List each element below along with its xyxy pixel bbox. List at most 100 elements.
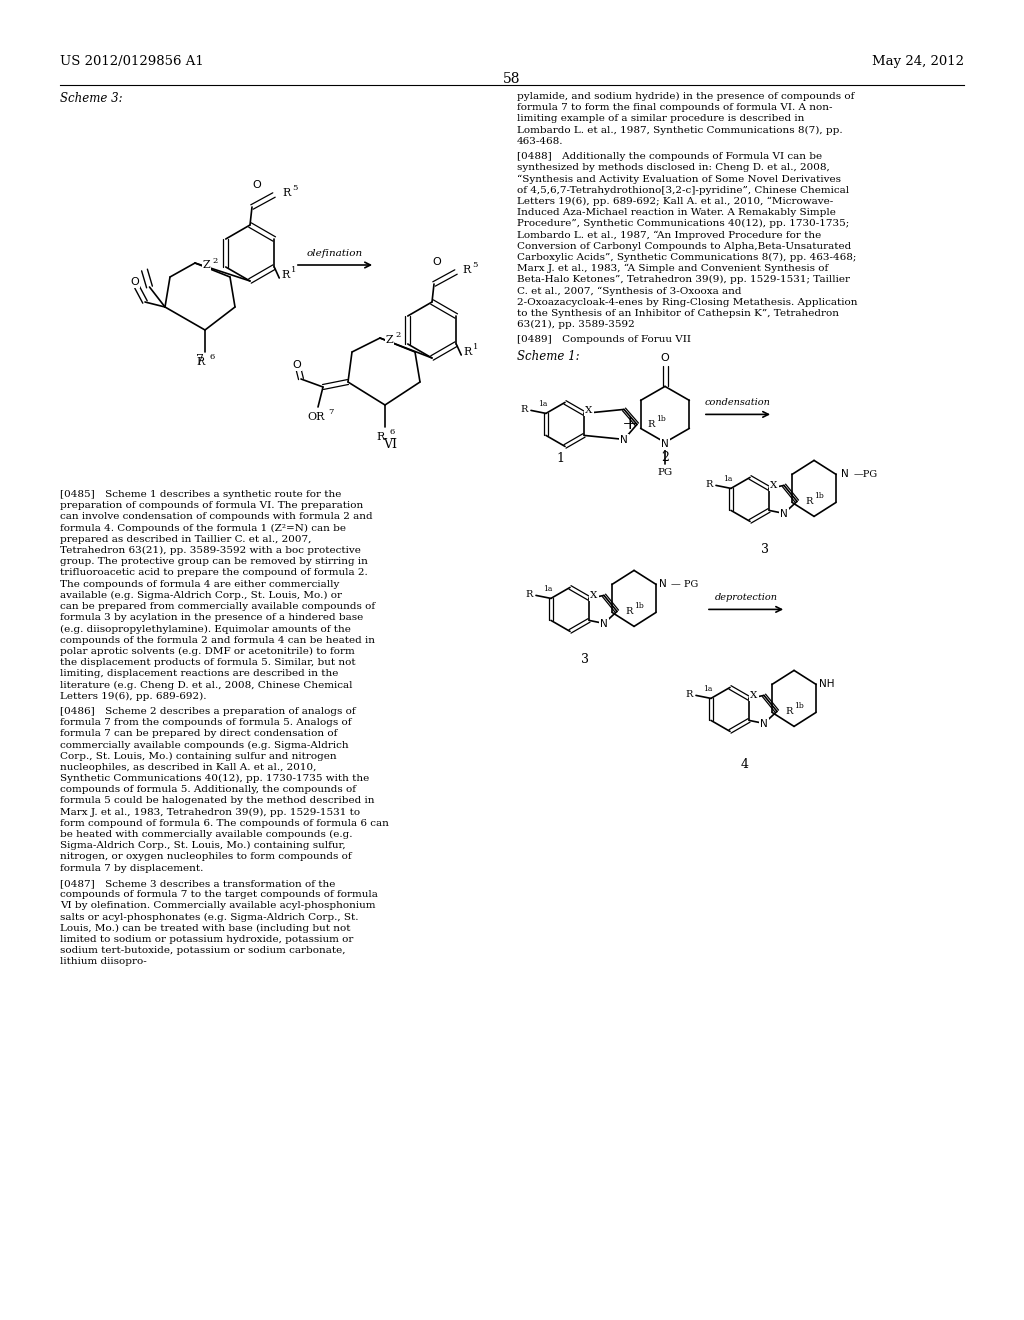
Text: R: R — [282, 187, 290, 198]
Text: lithium diisopro-: lithium diisopro- — [60, 957, 146, 966]
Text: Z: Z — [386, 335, 393, 345]
Text: 58: 58 — [503, 73, 521, 86]
Text: PG: PG — [657, 467, 673, 477]
Text: 2: 2 — [395, 331, 400, 339]
Text: 1: 1 — [473, 343, 478, 351]
Text: olefination: olefination — [307, 248, 364, 257]
Text: synthesized by methods disclosed in: Cheng D. et al., 2008,: synthesized by methods disclosed in: Che… — [517, 164, 829, 172]
Text: Marx J. et al., 1983, “A Simple and Convenient Synthesis of: Marx J. et al., 1983, “A Simple and Conv… — [517, 264, 828, 273]
Text: 2-Oxoazacycloak-4-enes by Ring-Closing Metathesis. Application: 2-Oxoazacycloak-4-enes by Ring-Closing M… — [517, 297, 857, 306]
Text: Letters 19(6), pp. 689-692).: Letters 19(6), pp. 689-692). — [60, 692, 207, 701]
Text: 5: 5 — [472, 261, 477, 269]
Text: 6: 6 — [210, 352, 215, 360]
Text: Letters 19(6), pp. 689-692; Kall A. et al., 2010, “Microwave-: Letters 19(6), pp. 689-692; Kall A. et a… — [517, 197, 834, 206]
Text: formula 7 can be prepared by direct condensation of: formula 7 can be prepared by direct cond… — [60, 729, 337, 738]
Text: deprotection: deprotection — [715, 593, 777, 602]
Text: trifluoroacetic acid to prepare the compound of formula 2.: trifluoroacetic acid to prepare the comp… — [60, 569, 368, 577]
Text: R: R — [785, 708, 793, 715]
Text: +: + — [622, 416, 638, 433]
Text: nucleophiles, as described in Kall A. et al., 2010,: nucleophiles, as described in Kall A. et… — [60, 763, 316, 772]
Text: R: R — [686, 690, 693, 698]
Text: sodium tert-butoxide, potassium or sodium carbonate,: sodium tert-butoxide, potassium or sodiu… — [60, 946, 345, 954]
Text: compounds of the formula 2 and formula 4 can be heated in: compounds of the formula 2 and formula 4… — [60, 636, 375, 644]
Text: preparation of compounds of formula VI. The preparation: preparation of compounds of formula VI. … — [60, 502, 364, 511]
Text: Conversion of Carbonyl Compounds to Alpha,Beta-Unsaturated: Conversion of Carbonyl Compounds to Alph… — [517, 242, 851, 251]
Text: group. The protective group can be removed by stirring in: group. The protective group can be remov… — [60, 557, 368, 566]
Text: 2: 2 — [212, 257, 217, 265]
Text: Lombardo L. et al., 1987, “An Improved Procedure for the: Lombardo L. et al., 1987, “An Improved P… — [517, 231, 821, 240]
Text: pylamide, and sodium hydride) in the presence of compounds of: pylamide, and sodium hydride) in the pre… — [517, 92, 854, 102]
Text: condensation: condensation — [706, 397, 771, 407]
Text: 3: 3 — [761, 543, 769, 556]
Text: (e.g. diisopropylethylamine). Equimolar amounts of the: (e.g. diisopropylethylamine). Equimolar … — [60, 624, 351, 634]
Text: 4: 4 — [741, 758, 749, 771]
Text: formula 7 to form the final compounds of formula VI. A non-: formula 7 to form the final compounds of… — [517, 103, 833, 112]
Text: prepared as described in Taillier C. et al., 2007,: prepared as described in Taillier C. et … — [60, 535, 311, 544]
Text: can involve condensation of compounds with formula 2 and: can involve condensation of compounds wi… — [60, 512, 373, 521]
Text: formula 5 could be halogenated by the method described in: formula 5 could be halogenated by the me… — [60, 796, 375, 805]
Text: of 4,5,6,7-Tetrahydrothiono[3,2-c]-pyridine”, Chinese Chemical: of 4,5,6,7-Tetrahydrothiono[3,2-c]-pyrid… — [517, 186, 849, 194]
Text: R: R — [525, 590, 534, 599]
Text: nitrogen, or oxygen nucleophiles to form compounds of: nitrogen, or oxygen nucleophiles to form… — [60, 853, 351, 862]
Text: X: X — [751, 690, 758, 700]
Text: R: R — [625, 607, 633, 616]
Text: 1a: 1a — [703, 685, 713, 693]
Text: [0489] Compounds of Foruu VII: [0489] Compounds of Foruu VII — [517, 335, 691, 345]
Text: Beta-Halo Ketones”, Tetrahedron 39(9), pp. 1529-1531; Taillier: Beta-Halo Ketones”, Tetrahedron 39(9), p… — [517, 275, 850, 284]
Text: 2: 2 — [662, 451, 669, 463]
Text: Louis, Mo.) can be treated with base (including but not: Louis, Mo.) can be treated with base (in… — [60, 924, 350, 933]
Text: polar aprotic solvents (e.g. DMF or acetonitrile) to form: polar aprotic solvents (e.g. DMF or acet… — [60, 647, 354, 656]
Text: 5: 5 — [292, 183, 297, 191]
Text: [0485] Scheme 1 describes a synthetic route for the: [0485] Scheme 1 describes a synthetic ro… — [60, 490, 341, 499]
Text: available (e.g. Sigma-Aldrich Corp., St. Louis, Mo.) or: available (e.g. Sigma-Aldrich Corp., St.… — [60, 591, 342, 599]
Text: R: R — [282, 271, 290, 280]
Text: O: O — [432, 257, 441, 267]
Text: R: R — [805, 496, 812, 506]
Text: formula 3 by acylation in the presence of a hindered base: formula 3 by acylation in the presence o… — [60, 614, 364, 622]
Text: 1a: 1a — [538, 400, 548, 408]
Text: to the Synthesis of an Inhibitor of Cathepsin K”, Tetrahedron: to the Synthesis of an Inhibitor of Cath… — [517, 309, 839, 318]
Text: Tetrahedron 63(21), pp. 3589-3592 with a boc protective: Tetrahedron 63(21), pp. 3589-3592 with a… — [60, 546, 360, 556]
Text: Sigma-Aldrich Corp., St. Louis, Mo.) containing sulfur,: Sigma-Aldrich Corp., St. Louis, Mo.) con… — [60, 841, 346, 850]
Text: O: O — [131, 277, 139, 286]
Text: form compound of formula 6. The compounds of formula 6 can: form compound of formula 6. The compound… — [60, 818, 389, 828]
Text: N: N — [621, 436, 628, 445]
Text: 463-468.: 463-468. — [517, 137, 563, 145]
Text: X: X — [770, 480, 778, 490]
Text: formula 4. Compounds of the formula 1 (Z²=N) can be: formula 4. Compounds of the formula 1 (Z… — [60, 524, 346, 533]
Text: R: R — [377, 432, 385, 442]
Text: limiting, displacement reactions are described in the: limiting, displacement reactions are des… — [60, 669, 338, 678]
Text: N: N — [760, 719, 768, 730]
Text: Marx J. et al., 1983, Tetrahedron 39(9), pp. 1529-1531 to: Marx J. et al., 1983, Tetrahedron 39(9),… — [60, 808, 360, 817]
Text: R: R — [197, 356, 205, 367]
Text: compounds of formula 7 to the target compounds of formula: compounds of formula 7 to the target com… — [60, 890, 378, 899]
Text: NH: NH — [819, 680, 835, 689]
Text: literature (e.g. Cheng D. et al., 2008, Chinese Chemical: literature (e.g. Cheng D. et al., 2008, … — [60, 680, 352, 689]
Text: 1b: 1b — [634, 602, 644, 610]
Text: N: N — [841, 470, 849, 479]
Text: commercially available compounds (e.g. Sigma-Aldrich: commercially available compounds (e.g. S… — [60, 741, 348, 750]
Text: the displacement products of formula 5. Similar, but not: the displacement products of formula 5. … — [60, 657, 355, 667]
Text: 1a: 1a — [723, 475, 732, 483]
Text: limiting example of a similar procedure is described in: limiting example of a similar procedure … — [517, 115, 805, 123]
Text: R: R — [462, 265, 470, 275]
Text: formula 7 by displacement.: formula 7 by displacement. — [60, 863, 204, 873]
Text: N: N — [662, 440, 669, 449]
Text: limited to sodium or potassium hydroxide, potassium or: limited to sodium or potassium hydroxide… — [60, 935, 353, 944]
Text: 7: 7 — [328, 408, 334, 416]
Text: Procedure”, Synthetic Communications 40(12), pp. 1730-1735;: Procedure”, Synthetic Communications 40(… — [517, 219, 849, 228]
Text: 63(21), pp. 3589-3592: 63(21), pp. 3589-3592 — [517, 319, 635, 329]
Text: Carboxylic Acids”, Synthetic Communications 8(7), pp. 463-468;: Carboxylic Acids”, Synthetic Communicati… — [517, 253, 856, 261]
Text: Synthetic Communications 40(12), pp. 1730-1735 with the: Synthetic Communications 40(12), pp. 173… — [60, 774, 370, 783]
Text: May 24, 2012: May 24, 2012 — [872, 55, 964, 69]
Text: [0487] Scheme 3 describes a transformation of the: [0487] Scheme 3 describes a transformati… — [60, 879, 336, 888]
Text: Corp., St. Louis, Mo.) containing sulfur and nitrogen: Corp., St. Louis, Mo.) containing sulfur… — [60, 751, 337, 760]
Text: C. et al., 2007, “Synthesis of 3-Oxooxa and: C. et al., 2007, “Synthesis of 3-Oxooxa … — [517, 286, 741, 296]
Text: be heated with commercially available compounds (e.g.: be heated with commercially available co… — [60, 830, 352, 840]
Text: Lombardo L. et al., 1987, Synthetic Communications 8(7), pp.: Lombardo L. et al., 1987, Synthetic Comm… — [517, 125, 843, 135]
Text: 1b: 1b — [814, 492, 823, 500]
Text: 3: 3 — [581, 653, 589, 665]
Text: Z: Z — [203, 260, 211, 271]
Text: 1b: 1b — [794, 702, 804, 710]
Text: US 2012/0129856 A1: US 2012/0129856 A1 — [60, 55, 204, 69]
